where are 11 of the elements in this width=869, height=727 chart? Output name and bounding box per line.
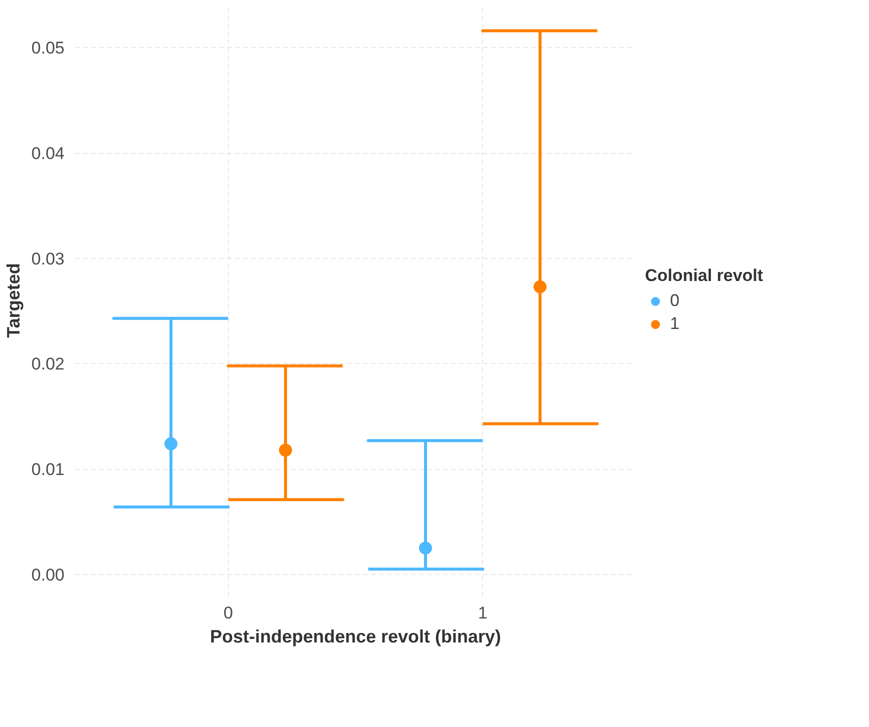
legend-title: Colonial revolt: [645, 266, 764, 286]
legend-label: 0: [670, 291, 680, 311]
y-tick-label: 0.00: [31, 565, 65, 584]
y-tick-label: 0.04: [31, 144, 65, 163]
y-tick-label: 0.03: [31, 249, 65, 268]
y-tick-label: 0.02: [31, 354, 65, 374]
y-axis-title: Targeted: [3, 263, 24, 338]
y-tick-label: 0.05: [31, 38, 65, 58]
legend-label: 1: [670, 314, 680, 334]
y-tick-label: 0.01: [31, 460, 65, 480]
x-axis-title: Post-independence revolt (binary): [210, 626, 502, 646]
